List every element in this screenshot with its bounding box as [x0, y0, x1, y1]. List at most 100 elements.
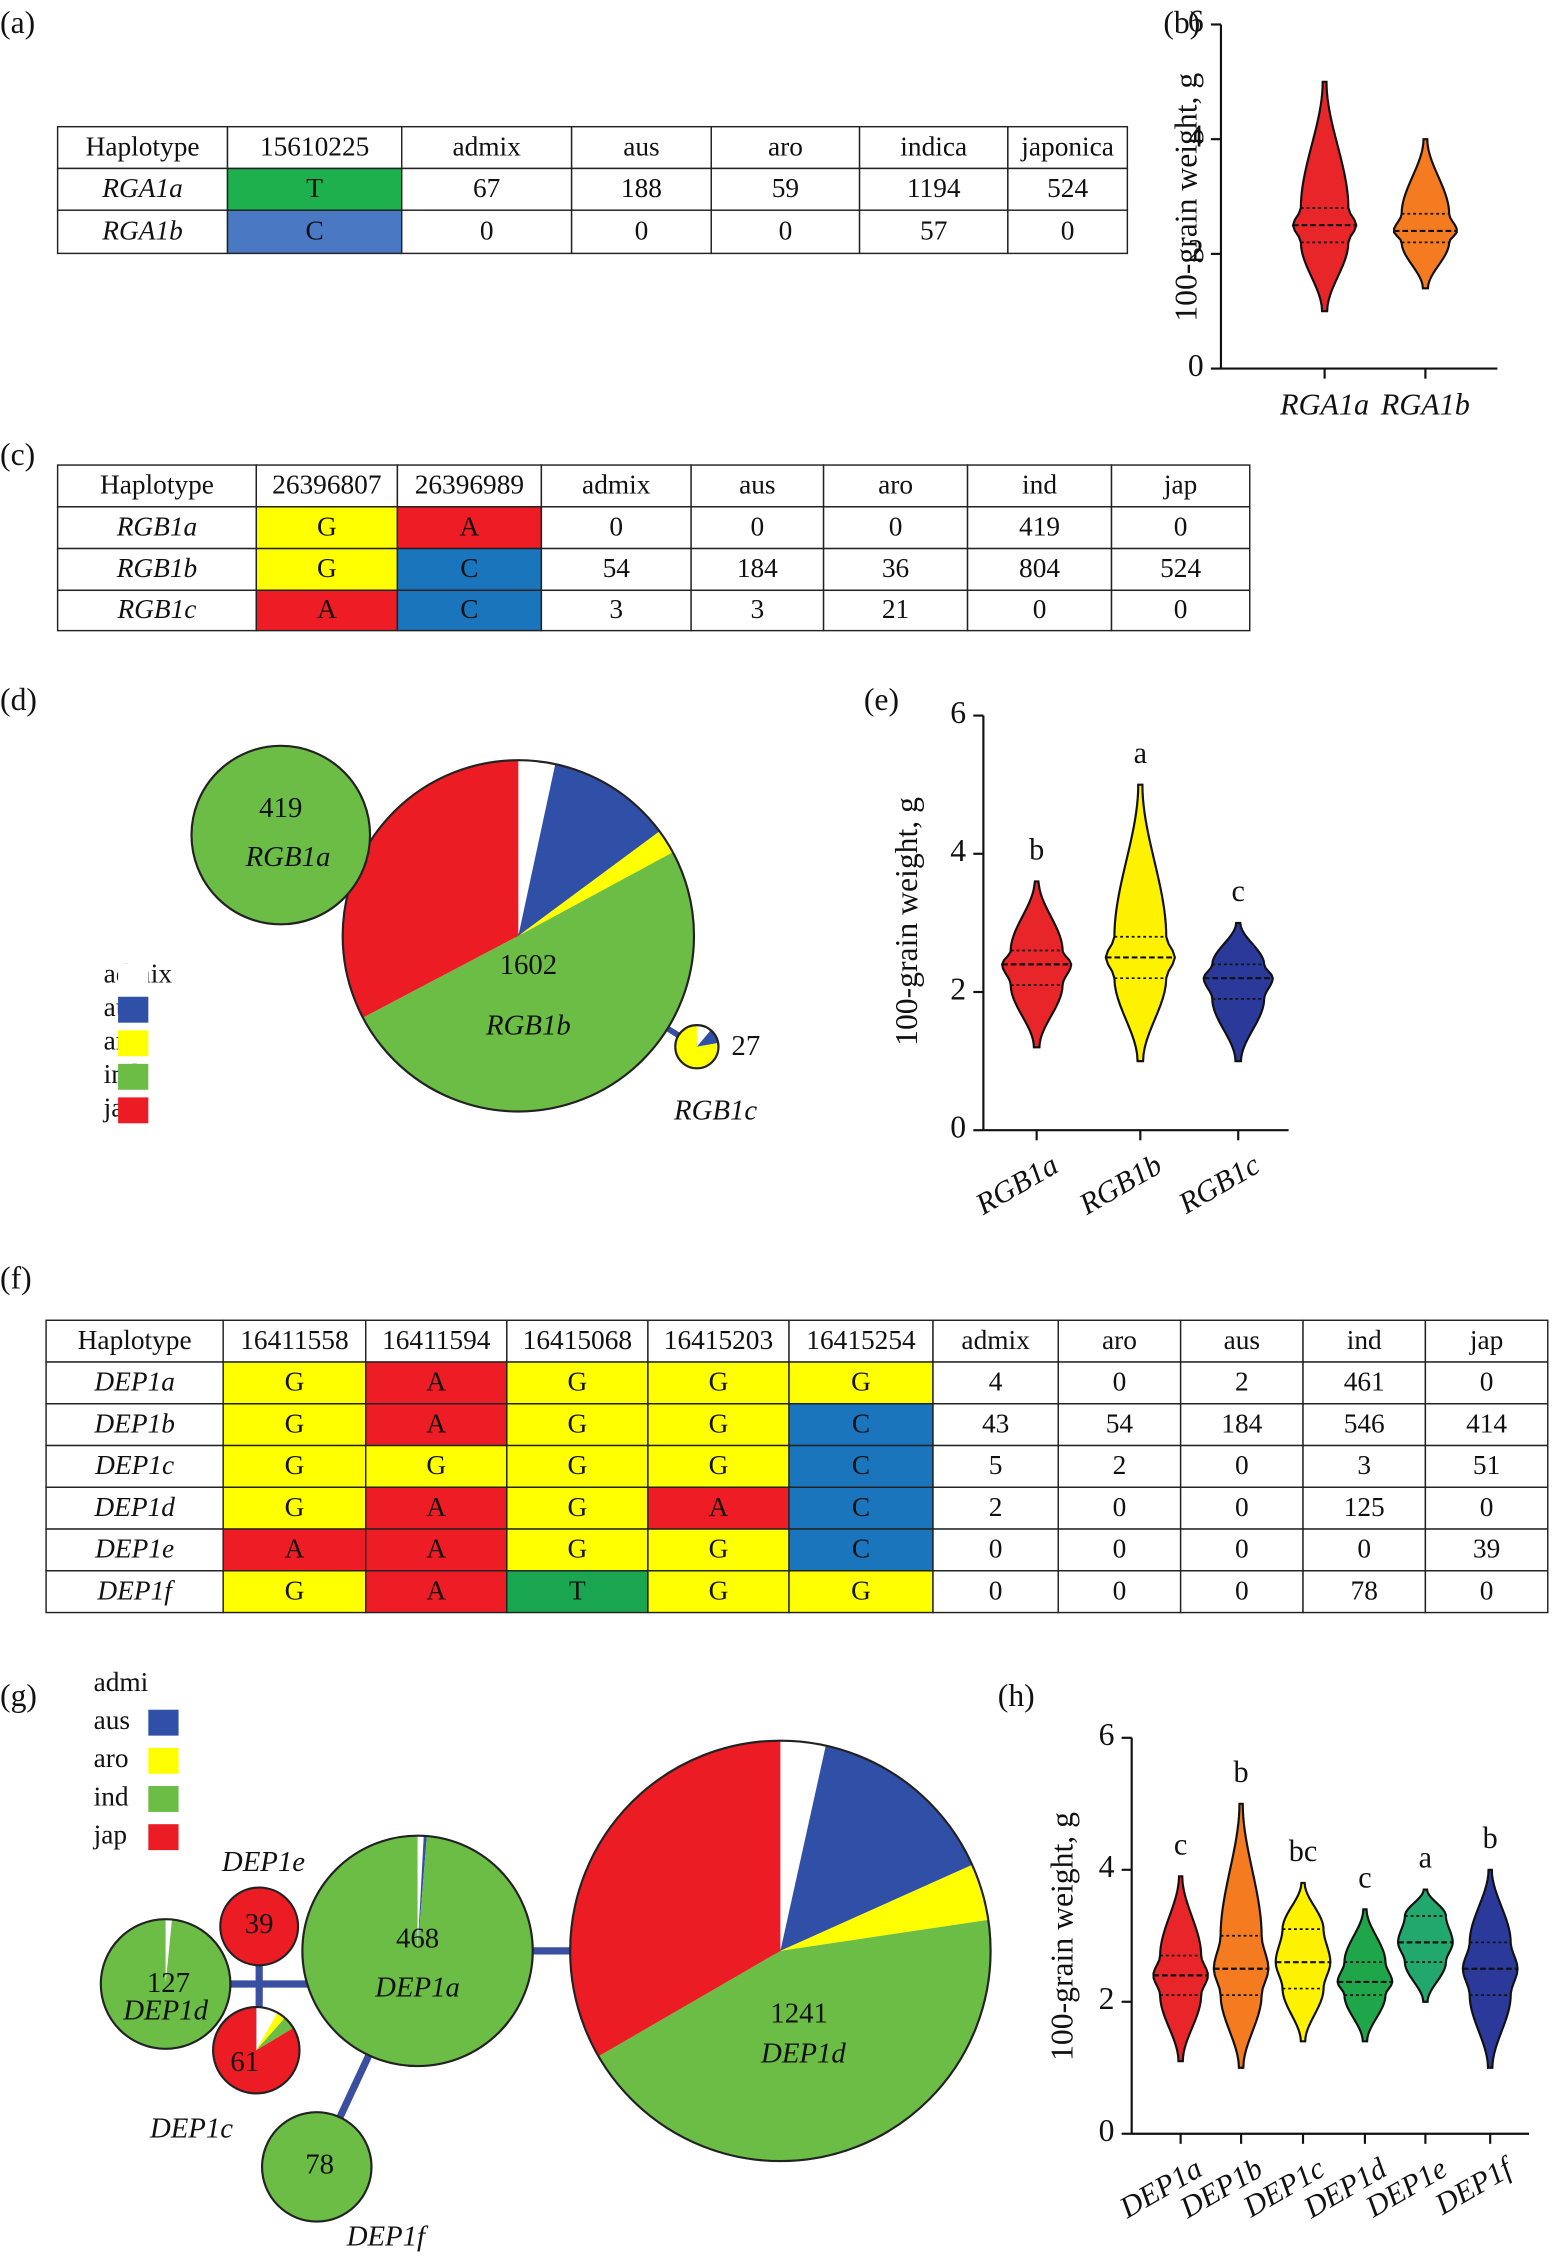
table-cell [45, 1528, 224, 1572]
table-text: C [852, 1492, 870, 1522]
table-text: A [460, 511, 480, 541]
table-text: A [709, 1492, 729, 1522]
table-text: C [852, 1408, 870, 1438]
table-cell [788, 1570, 934, 1614]
table-text: 3 [609, 594, 623, 624]
table-text: 0 [1235, 1450, 1249, 1480]
table-text: RGA1a [101, 173, 182, 203]
table-text: A [426, 1575, 446, 1605]
table-cell [506, 1486, 649, 1530]
violin [1336, 1908, 1394, 2043]
node-count: 39 [245, 1908, 274, 1940]
table-text: 0 [1113, 1575, 1127, 1605]
pie-slice [256, 2007, 278, 2051]
table-cell [1424, 1319, 1549, 1363]
significance-letter: c [1358, 1861, 1371, 1895]
table-cell [365, 1486, 508, 1530]
table-text: 0 [1480, 1575, 1494, 1605]
pie-slice [675, 1025, 719, 1069]
table-text: 125 [1344, 1492, 1385, 1522]
node-outline [219, 1886, 300, 1967]
table-text: RGA1b [101, 216, 182, 246]
table-text: 43 [982, 1408, 1009, 1438]
table-text: G [851, 1367, 871, 1397]
pie-slice [302, 1835, 533, 2067]
node-count: 1602 [500, 949, 558, 981]
table-cell [1110, 589, 1251, 632]
y-tick-label: 2 [1188, 233, 1204, 268]
table-text: A [285, 1534, 305, 1564]
node-name: DEP1f [346, 2220, 429, 2252]
table-text: 57 [920, 216, 947, 246]
table-cell [570, 125, 712, 170]
table-header: aus [1224, 1325, 1260, 1355]
table-cell [1302, 1319, 1427, 1363]
table-header: japonica [1020, 131, 1114, 161]
panel-label: (b) [1163, 5, 1200, 40]
table-text: A [426, 1492, 446, 1522]
table-cell [788, 1319, 934, 1363]
table-cell [365, 1570, 508, 1614]
table-text: G [709, 1408, 729, 1438]
legend-label: ind [94, 1781, 129, 1811]
table-header: jap [1469, 1325, 1503, 1355]
table-text: 0 [1480, 1492, 1494, 1522]
table-text: 54 [1106, 1408, 1134, 1438]
node-name: RGB1c [673, 1095, 757, 1127]
table-text: 0 [889, 511, 903, 541]
table-text: 36 [882, 553, 909, 583]
significance-letter: a [1419, 1841, 1432, 1875]
table-text: G [567, 1450, 587, 1480]
table-text: G [285, 1575, 305, 1605]
table-text: 0 [1113, 1534, 1127, 1564]
node-outline [212, 2005, 301, 2095]
legend-swatch [148, 1747, 179, 1774]
table-text: G [317, 511, 337, 541]
significance-letter: c [1174, 1828, 1187, 1862]
panel-label: (f) [0, 1261, 32, 1296]
node-outline [301, 1834, 534, 2068]
table-cell [822, 506, 969, 550]
table-text: DEP1a [93, 1367, 174, 1397]
table-text: 54 [603, 553, 631, 583]
table-text: C [305, 216, 323, 246]
violin [1212, 1802, 1270, 2069]
table-text: G [709, 1367, 729, 1397]
table-text: DEP1f [96, 1575, 175, 1605]
table-text: 3 [1357, 1450, 1371, 1480]
table-cell [1110, 547, 1251, 592]
table-text: 39 [1473, 1534, 1500, 1564]
table-text: 184 [737, 553, 778, 583]
table-text: 1194 [907, 173, 961, 203]
table-text: DEP1e [94, 1534, 174, 1564]
table-text: 3 [751, 594, 765, 624]
table-header: Haplotype [100, 470, 214, 500]
pie-slice [256, 2017, 294, 2051]
table-cell [56, 125, 229, 170]
table-text: C [460, 594, 478, 624]
table-header: jap [1163, 470, 1197, 500]
table-cell [822, 464, 969, 508]
node-outline [674, 1024, 720, 1070]
table-cell [1179, 1528, 1304, 1572]
table-text: G [285, 1450, 305, 1480]
pie-slice [165, 1919, 172, 1985]
table-cell [822, 589, 969, 632]
table-text: 5 [989, 1450, 1003, 1480]
panel-label: (c) [0, 437, 35, 472]
table-cell [1057, 1361, 1182, 1405]
table-text: G [709, 1575, 729, 1605]
pie-slice [417, 1835, 424, 1951]
pie-slice [191, 745, 371, 925]
table-text: 0 [480, 216, 494, 246]
violin [1152, 1875, 1209, 2063]
panel-label: (a) [0, 5, 35, 40]
table-text: 0 [635, 216, 649, 246]
table-text: 2 [989, 1492, 1003, 1522]
panel-label: (d) [0, 682, 37, 717]
table-cell [226, 167, 403, 211]
table-text: A [317, 594, 337, 624]
y-tick-label: 0 [1188, 348, 1204, 383]
node-count: 27 [731, 1030, 760, 1062]
